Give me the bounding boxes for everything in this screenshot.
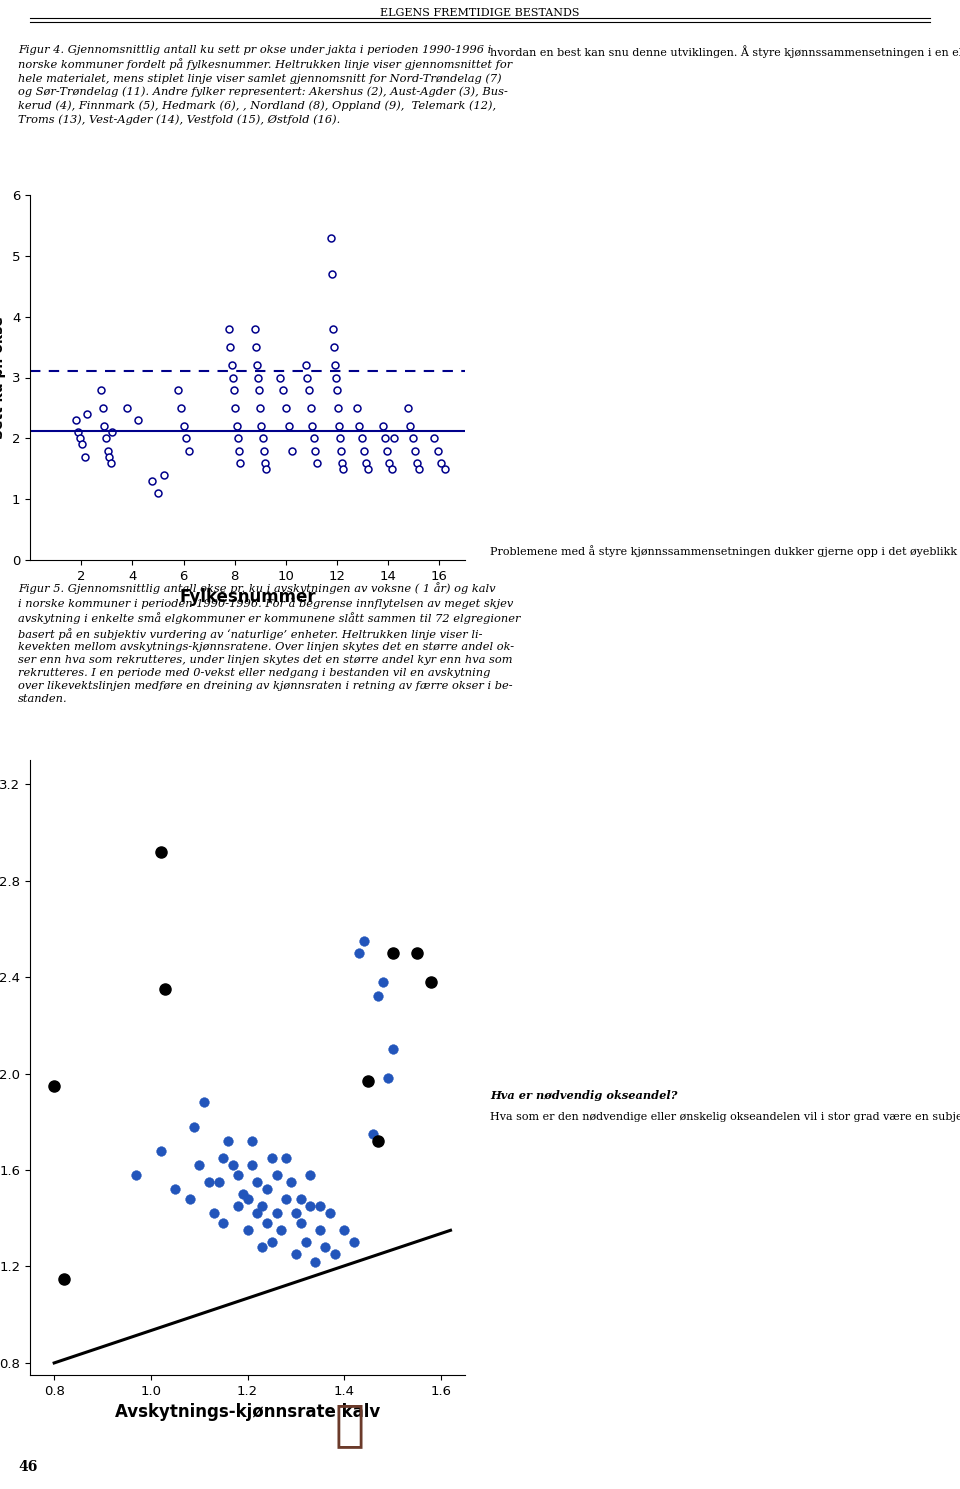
Text: Problemene med å styre kjønnssammensetningen dukker gjerne opp i det øyeblikk be: Problemene med å styre kjønnssammensetni… — [490, 545, 960, 557]
X-axis label: Fylkesnummer: Fylkesnummer — [180, 588, 316, 606]
Text: Figur 5. Gjennomsnittlig antall okse pr. ku i avskytningen av voksne ( 1 år) og : Figur 5. Gjennomsnittlig antall okse pr.… — [18, 582, 520, 704]
Y-axis label: Sett ku pr. okse: Sett ku pr. okse — [0, 316, 6, 439]
Text: 46: 46 — [18, 1461, 37, 1474]
Text: Figur 4. Gjennomsnittlig antall ku sett pr okse under jakta i perioden 1990-1996: Figur 4. Gjennomsnittlig antall ku sett … — [18, 45, 513, 125]
Text: hvordan en best kan snu denne utviklingen. Å styre kjønnssammensetningen i en el: hvordan en best kan snu denne utviklinge… — [490, 45, 960, 58]
X-axis label: Avskytnings-kjønnsrate kalv: Avskytnings-kjønnsrate kalv — [115, 1403, 380, 1422]
Text: 🦌: 🦌 — [335, 1401, 365, 1449]
Text: ELGENS FREMTIDIGE BESTANDS: ELGENS FREMTIDIGE BESTANDS — [380, 7, 580, 18]
Text: Hva er nødvendig okseandel?: Hva er nødvendig okseandel? — [490, 1090, 678, 1100]
Text: Hva som er den nødvendige eller ønskelig okseandelen vil i stor grad være en sub: Hva som er den nødvendige eller ønskelig… — [490, 1109, 960, 1121]
